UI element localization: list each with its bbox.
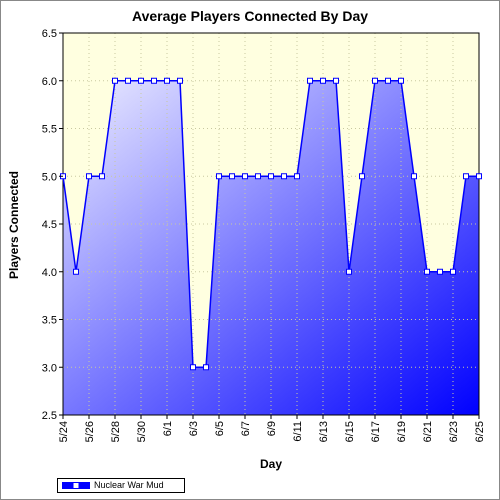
x-tick-label: 6/17 [370, 421, 382, 442]
x-tick-label: 6/25 [474, 421, 486, 442]
data-point [437, 268, 443, 275]
y-tick-label: 5.0 [42, 171, 57, 183]
y-tick-label: 3.5 [42, 315, 57, 327]
x-tick-label: 6/1 [162, 421, 174, 436]
x-tick-label: 6/3 [188, 421, 200, 436]
legend-label: Nuclear War Mud [94, 480, 164, 490]
y-tick-label: 4.5 [42, 219, 57, 231]
x-tick-label: 6/15 [344, 421, 356, 442]
data-point [424, 268, 430, 275]
data-point [138, 77, 144, 84]
data-point [151, 77, 157, 84]
data-point [216, 173, 222, 180]
x-tick-label: 5/30 [136, 421, 148, 442]
data-point [112, 77, 118, 84]
data-point [125, 77, 131, 84]
data-point [372, 77, 378, 84]
x-tick-label: 6/5 [214, 421, 226, 436]
x-axis-label: Day [259, 457, 282, 471]
x-tick-label: 6/21 [422, 421, 434, 442]
x-tick-label: 6/11 [292, 421, 304, 442]
data-point [398, 77, 404, 84]
data-point [164, 77, 170, 84]
x-tick-label: 5/28 [110, 421, 122, 442]
data-point [333, 77, 339, 84]
chart-title: Average Players Connected By Day [131, 8, 369, 24]
y-tick-label: 6.5 [42, 28, 57, 40]
x-tick-label: 6/19 [396, 421, 408, 442]
data-point [281, 173, 287, 180]
y-tick-label: 5.5 [42, 124, 57, 136]
x-tick-label: 5/24 [58, 421, 70, 442]
data-point [359, 173, 365, 180]
data-point [268, 173, 274, 180]
y-tick-label: 4.0 [42, 267, 57, 279]
data-point [450, 268, 456, 275]
data-point [463, 173, 469, 180]
data-point [346, 268, 352, 275]
y-tick-label: 2.5 [42, 410, 57, 422]
data-point [385, 77, 391, 84]
x-tick-label: 6/9 [266, 421, 278, 436]
data-point [476, 173, 482, 180]
y-tick-label: 6.0 [42, 76, 57, 88]
x-tick-label: 6/7 [240, 421, 252, 436]
data-point [229, 173, 235, 180]
legend: Nuclear War Mud [57, 478, 185, 493]
data-point [255, 173, 261, 180]
data-point [307, 77, 313, 84]
y-tick-label: 3.0 [42, 362, 57, 374]
data-point [177, 77, 183, 84]
legend-marker-icon [62, 482, 90, 489]
data-point [190, 364, 196, 371]
data-point [294, 173, 300, 180]
data-point [86, 173, 92, 180]
data-point [203, 364, 209, 371]
data-point [320, 77, 326, 84]
x-tick-label: 5/26 [84, 421, 96, 442]
data-point [73, 268, 79, 275]
x-tick-label: 6/13 [318, 421, 330, 442]
x-tick-label: 6/23 [448, 421, 460, 442]
series-area-fill [63, 80, 479, 415]
data-point [242, 173, 248, 180]
data-point [411, 173, 417, 180]
data-point [99, 173, 105, 180]
